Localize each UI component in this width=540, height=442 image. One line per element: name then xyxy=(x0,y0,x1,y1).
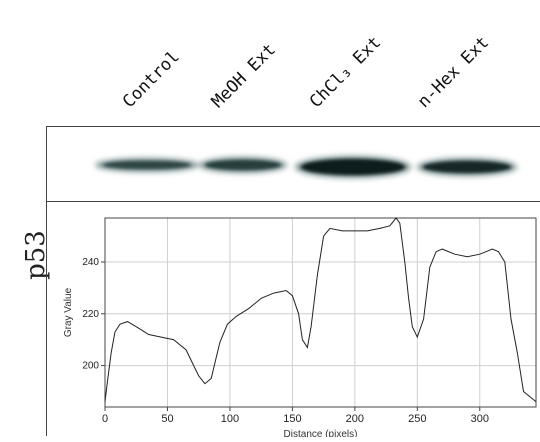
gray-value-chart: 0 50 100 150 200 250 300 200 220 240 Gray Value D… xyxy=(63,217,537,440)
x-tick-label: 50 xyxy=(161,413,173,425)
axes xyxy=(101,217,537,411)
x-tick-label: 0 xyxy=(102,413,108,425)
western-blot-image xyxy=(46,126,540,203)
x-axis-label: Distance (pixels) xyxy=(284,429,358,437)
tick-labels: 0 50 100 150 200 250 300 200 220 240 xyxy=(82,257,489,425)
x-tick-label: 300 xyxy=(471,413,489,425)
gray-profile-line xyxy=(104,217,537,403)
blot-bands xyxy=(47,127,540,203)
lane-label-control: Control xyxy=(118,47,184,113)
lane-label-meoh: MeOH Ext xyxy=(207,39,280,112)
x-tick-label: 200 xyxy=(346,413,364,425)
lane-label-chcl3: ChCl₃ Ext xyxy=(305,32,386,112)
lane-label-nhex: n-Hex Ext xyxy=(413,32,494,112)
plot-panel: 0 50 100 150 200 250 300 200 220 240 Gray Value D… xyxy=(46,201,540,440)
grid-lines xyxy=(104,218,536,407)
plot-box xyxy=(104,217,537,408)
y-tick-label: 240 xyxy=(82,257,99,268)
x-tick-label: 100 xyxy=(221,413,239,425)
x-tick-label: 150 xyxy=(283,413,301,425)
x-tick-label: 250 xyxy=(408,413,426,425)
y-tick-label: 200 xyxy=(82,361,99,372)
y-tick-label: 220 xyxy=(82,309,99,320)
y-axis-label: Gray Value xyxy=(63,287,74,337)
